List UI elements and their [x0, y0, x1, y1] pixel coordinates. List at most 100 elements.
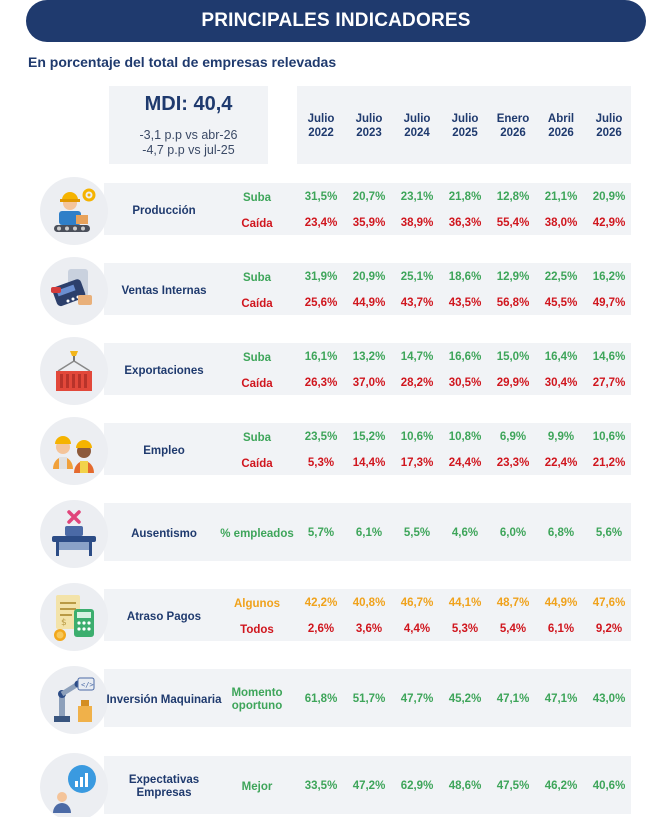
- column-month: Enero: [496, 113, 530, 125]
- value-cell: 44,9%: [544, 597, 578, 609]
- invoice-calculator-icon: $: [54, 595, 94, 641]
- value-cell: 15,2%: [352, 431, 386, 443]
- value-cell: 30,4%: [544, 377, 578, 389]
- value-cell: 5,7%: [307, 527, 335, 539]
- mdi-box: MDI: 40,4 -3,1 p.p vs abr-26 -4,7 p.p vs…: [109, 86, 268, 164]
- value-cell: 14,4%: [352, 457, 386, 469]
- value-cell: 56,8%: [496, 297, 530, 309]
- value-cell: 16,1%: [304, 351, 338, 363]
- column-header: Julio 2022 Julio 2023 Julio 2024 Julio 2025 Ener…: [297, 86, 631, 164]
- row-background: [104, 756, 631, 814]
- value-cell: 25,6%: [304, 297, 338, 309]
- value-cell: 16,2%: [592, 271, 626, 283]
- sub-indicator-label: Suba: [242, 191, 272, 204]
- card-terminal-icon-wrap: [40, 257, 108, 325]
- page-title: PRINCIPALES INDICADORES: [201, 10, 471, 31]
- card-terminal-icon: [51, 269, 92, 307]
- value-cell: 10,6%: [592, 431, 626, 443]
- sub-indicator-label: Algunos: [234, 597, 280, 610]
- value-cell: 47,5%: [496, 780, 530, 792]
- value-cell: 42,2%: [304, 597, 338, 609]
- value-cell: 13,2%: [352, 351, 386, 363]
- value-cell: 31,5%: [304, 191, 338, 203]
- row-background: [104, 669, 631, 727]
- value-cell: 43,0%: [592, 693, 626, 705]
- indicator-label: Atraso Pagos: [126, 610, 202, 623]
- value-cell: 10,8%: [448, 431, 482, 443]
- column-header-3: Julio 2025: [441, 112, 489, 140]
- sub-indicator-label: Caída: [241, 297, 273, 310]
- value-cell: 22,4%: [544, 457, 578, 469]
- column-year: 2024: [404, 127, 430, 139]
- sub-indicator-label: Momento oportuno: [231, 687, 283, 712]
- column-year: 2026: [548, 127, 574, 139]
- mdi-value: MDI: 40,4: [144, 93, 233, 115]
- value-cell: 5,3%: [451, 623, 479, 635]
- value-cell: 6,0%: [499, 527, 527, 539]
- robot-arm-icon-wrap: </>: [40, 666, 108, 734]
- indicator-label: Ventas Internas: [121, 284, 207, 297]
- value-cell: 5,6%: [595, 527, 623, 539]
- indicator-label: Producción: [132, 204, 196, 217]
- growth-chart-icon-wrap: [40, 753, 108, 817]
- value-cell: 61,8%: [304, 693, 338, 705]
- value-cell: 48,6%: [448, 780, 482, 792]
- sub-indicator-label: Suba: [242, 271, 272, 284]
- value-cell: 29,9%: [496, 377, 530, 389]
- row-background: [104, 423, 631, 475]
- value-cell: 6,8%: [547, 527, 575, 539]
- value-cell: 36,3%: [448, 217, 482, 229]
- value-cell: 28,2%: [400, 377, 434, 389]
- value-cell: 40,6%: [592, 780, 626, 792]
- value-cell: 22,5%: [544, 271, 578, 283]
- value-cell: 21,1%: [544, 191, 578, 203]
- svg-text:$: $: [61, 618, 67, 628]
- value-cell: 23,3%: [496, 457, 530, 469]
- sub-indicator-label: Caída: [241, 217, 273, 230]
- invoice-calculator-icon-wrap: $: [40, 583, 108, 651]
- value-cell: 30,5%: [448, 377, 482, 389]
- column-header-0: Julio 2022: [297, 112, 345, 140]
- value-cell: 46,2%: [544, 780, 578, 792]
- svg-text:</>: </>: [81, 681, 94, 689]
- value-cell: 35,9%: [352, 217, 386, 229]
- empty-desk-icon: [52, 510, 96, 556]
- value-cell: 20,7%: [352, 191, 386, 203]
- mdi-change-year: -4,7 p.p vs jul-25: [142, 143, 235, 157]
- value-cell: 5,3%: [307, 457, 335, 469]
- sub-indicator-label: Caída: [241, 457, 273, 470]
- growth-chart-icon: [53, 765, 96, 813]
- value-cell: 23,4%: [304, 217, 338, 229]
- column-year: 2023: [356, 127, 382, 139]
- workers-icon: [53, 436, 94, 473]
- value-cell: 12,8%: [496, 191, 530, 203]
- value-cell: 47,7%: [400, 693, 434, 705]
- value-cell: 4,6%: [451, 527, 479, 539]
- value-cell: 48,7%: [496, 597, 530, 609]
- value-cell: 18,6%: [448, 271, 482, 283]
- value-cell: 38,9%: [400, 217, 434, 229]
- value-cell: 20,9%: [592, 191, 626, 203]
- value-cell: 4,4%: [403, 623, 431, 635]
- value-cell: 47,1%: [544, 693, 578, 705]
- value-cell: 15,0%: [496, 351, 530, 363]
- column-month: Abril: [547, 113, 575, 125]
- row-background: [104, 183, 631, 235]
- value-cell: 49,7%: [592, 297, 626, 309]
- value-cell: 51,7%: [352, 693, 386, 705]
- row-background: [104, 343, 631, 395]
- container-crane-icon: [56, 351, 92, 391]
- value-cell: 5,4%: [499, 623, 527, 635]
- value-cell: 16,4%: [544, 351, 578, 363]
- column-year: 2026: [596, 127, 622, 139]
- page-subtitle: En porcentaje del total de empresas rele…: [28, 54, 337, 70]
- value-cell: 23,5%: [304, 431, 338, 443]
- value-cell: 23,1%: [400, 191, 434, 203]
- value-cell: 6,9%: [499, 431, 527, 443]
- value-cell: 20,9%: [352, 271, 386, 283]
- column-month: Julio: [307, 113, 335, 125]
- indicator-label: Ausentismo: [131, 527, 197, 540]
- value-cell: 38,0%: [544, 217, 578, 229]
- container-crane-icon-wrap: [40, 337, 108, 405]
- value-cell: 21,8%: [448, 191, 482, 203]
